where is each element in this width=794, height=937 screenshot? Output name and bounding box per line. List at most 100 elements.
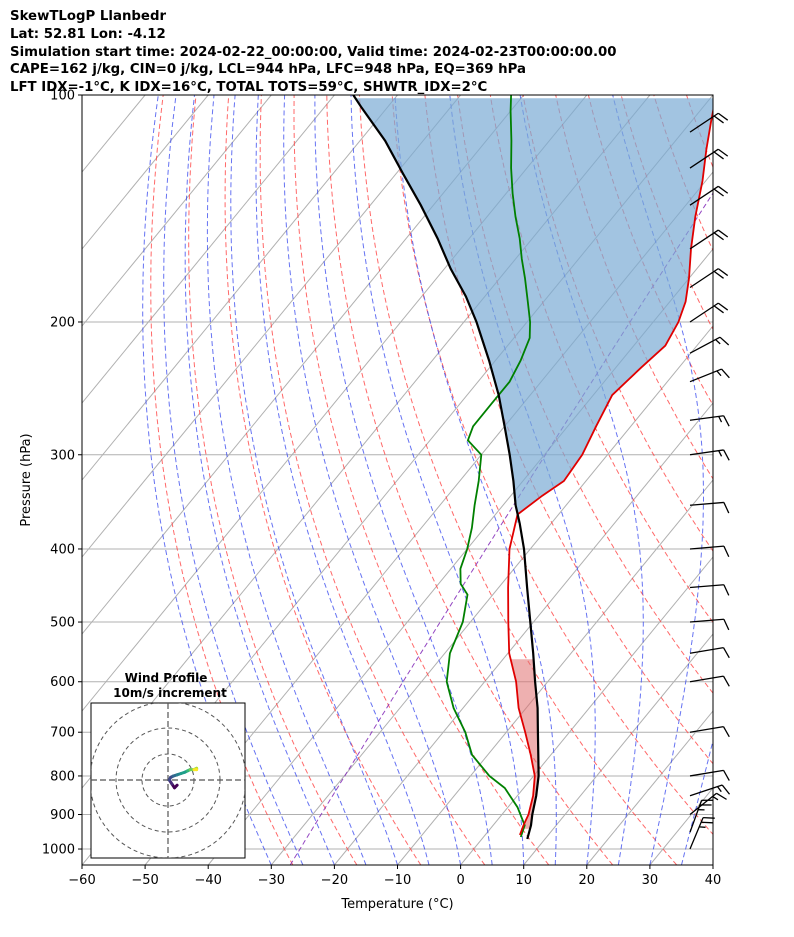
isotherm-gridline xyxy=(712,864,713,865)
wind-barb xyxy=(689,268,729,289)
chart-header: SkewTLogP Llanbedr Lat: 52.81 Lon: -4.12… xyxy=(10,8,617,97)
dry-adiabat xyxy=(686,95,713,169)
dry-adiabat xyxy=(150,95,294,865)
moist-adiabat xyxy=(394,95,557,865)
isotherm-gridline xyxy=(82,95,461,558)
wind-barb xyxy=(689,112,729,133)
isotherm-gridline xyxy=(82,95,398,481)
barb-flag xyxy=(717,185,729,194)
wind-barb xyxy=(689,647,730,659)
location-line: Lat: 52.81 Lon: -4.12 xyxy=(10,26,166,42)
barb-half-flag xyxy=(718,450,723,457)
wind-barb xyxy=(689,368,730,383)
isotherm-gridline xyxy=(270,325,713,865)
y-tick-label: 700 xyxy=(50,726,75,741)
y-tick-label: 300 xyxy=(50,448,75,463)
wind-barb xyxy=(689,336,730,354)
isotherm-gridline xyxy=(82,95,272,327)
barb-half-flag xyxy=(718,416,723,423)
barb-half-flag xyxy=(712,795,719,801)
barb-flag xyxy=(719,336,730,346)
dry-adiabat xyxy=(293,95,550,865)
wind-barb xyxy=(689,229,729,250)
barb-flag xyxy=(716,792,727,800)
x-axis-ticks: −60 −50 −40 −30 −20 −10 0 10 20 30 40 xyxy=(68,865,721,888)
isotherm-gridline xyxy=(82,95,335,404)
dry-adiabat xyxy=(259,95,486,865)
x-tick-label: −20 xyxy=(321,873,348,888)
wind-barb xyxy=(689,618,730,631)
barb-staff xyxy=(689,725,724,733)
barb-staff xyxy=(689,368,722,383)
chart-title: SkewTLogP Llanbedr xyxy=(10,9,167,24)
x-tick-label: −30 xyxy=(258,873,285,888)
dry-adiabat xyxy=(785,95,794,865)
dewpoint-line xyxy=(445,95,532,838)
barb-staff xyxy=(689,647,724,654)
barb-staff xyxy=(689,268,719,289)
barb-staff xyxy=(689,769,724,777)
barb-half-flag xyxy=(715,339,721,345)
hodograph-title: Wind Profile xyxy=(125,671,208,685)
barb-staff xyxy=(689,817,704,850)
barb-flag xyxy=(717,302,729,311)
wind-barb xyxy=(689,302,729,323)
barb-flag xyxy=(713,232,724,241)
barb-flag xyxy=(723,502,730,514)
y-tick-label: 900 xyxy=(50,808,75,823)
isotherm-gridline xyxy=(586,710,713,865)
profile-lines xyxy=(352,95,713,840)
moist-adiabat xyxy=(142,95,272,865)
barb-staff xyxy=(689,792,717,816)
cape-line: CAPE=162 j/kg, CIN=0 j/kg, LCL=944 hPa, … xyxy=(10,62,527,78)
wind-barb xyxy=(689,501,730,514)
barb-staff xyxy=(689,784,723,797)
x-tick-label: 30 xyxy=(642,873,659,888)
moist-adiabat xyxy=(612,95,704,865)
isotherm-gridline xyxy=(523,633,713,865)
wind-barb xyxy=(689,545,730,558)
barb-flag xyxy=(713,270,724,279)
isotherm-gridline xyxy=(397,479,713,865)
barb-staff xyxy=(689,185,719,206)
y-tick-label: 1000 xyxy=(42,843,75,858)
moist-adiabat xyxy=(712,863,713,865)
x-tick-label: −10 xyxy=(384,873,411,888)
barb-flag xyxy=(722,770,730,781)
y-axis-ticks: 1000 900 800 700 600 500 400 300 200 100 xyxy=(42,89,82,858)
isotherm-gridline xyxy=(82,95,525,635)
time-line: Simulation start time: 2024-02-22_00:00:… xyxy=(10,44,617,60)
barb-flag xyxy=(722,675,730,687)
wind-barb xyxy=(689,415,730,427)
moist-adiabat xyxy=(184,95,335,865)
barb-staff xyxy=(689,800,703,833)
parcel-line xyxy=(352,95,540,840)
barb-staff xyxy=(689,112,719,133)
barb-flag xyxy=(717,268,729,277)
dry-adiabat xyxy=(224,95,422,865)
barb-staff xyxy=(689,229,719,250)
wind-barb xyxy=(689,725,730,738)
barb-flag xyxy=(713,305,724,314)
moist-adiabat xyxy=(255,95,430,865)
barb-flag xyxy=(721,368,730,379)
temperature-line xyxy=(507,106,713,836)
x-tick-label: −50 xyxy=(131,873,158,888)
barb-half-flag xyxy=(716,786,722,793)
barb-staff xyxy=(689,675,724,683)
dry-adiabat xyxy=(752,95,794,865)
wind-profile-inset: Wind Profile 10m/s increment xyxy=(90,671,246,859)
isotherm-gridline xyxy=(82,95,209,250)
wind-barb xyxy=(689,675,730,687)
y-tick-label: 600 xyxy=(50,675,75,690)
wind-barb xyxy=(689,449,730,461)
barb-flag xyxy=(717,229,729,238)
barb-staff xyxy=(689,336,721,354)
isotherm-gridline xyxy=(82,95,83,96)
dry-adiabat xyxy=(522,95,713,552)
moist-adiabat xyxy=(283,95,462,865)
x-tick-label: −40 xyxy=(194,873,221,888)
dry-adiabat xyxy=(424,95,713,765)
barb-flag xyxy=(722,647,730,659)
barb-flag xyxy=(723,584,730,596)
